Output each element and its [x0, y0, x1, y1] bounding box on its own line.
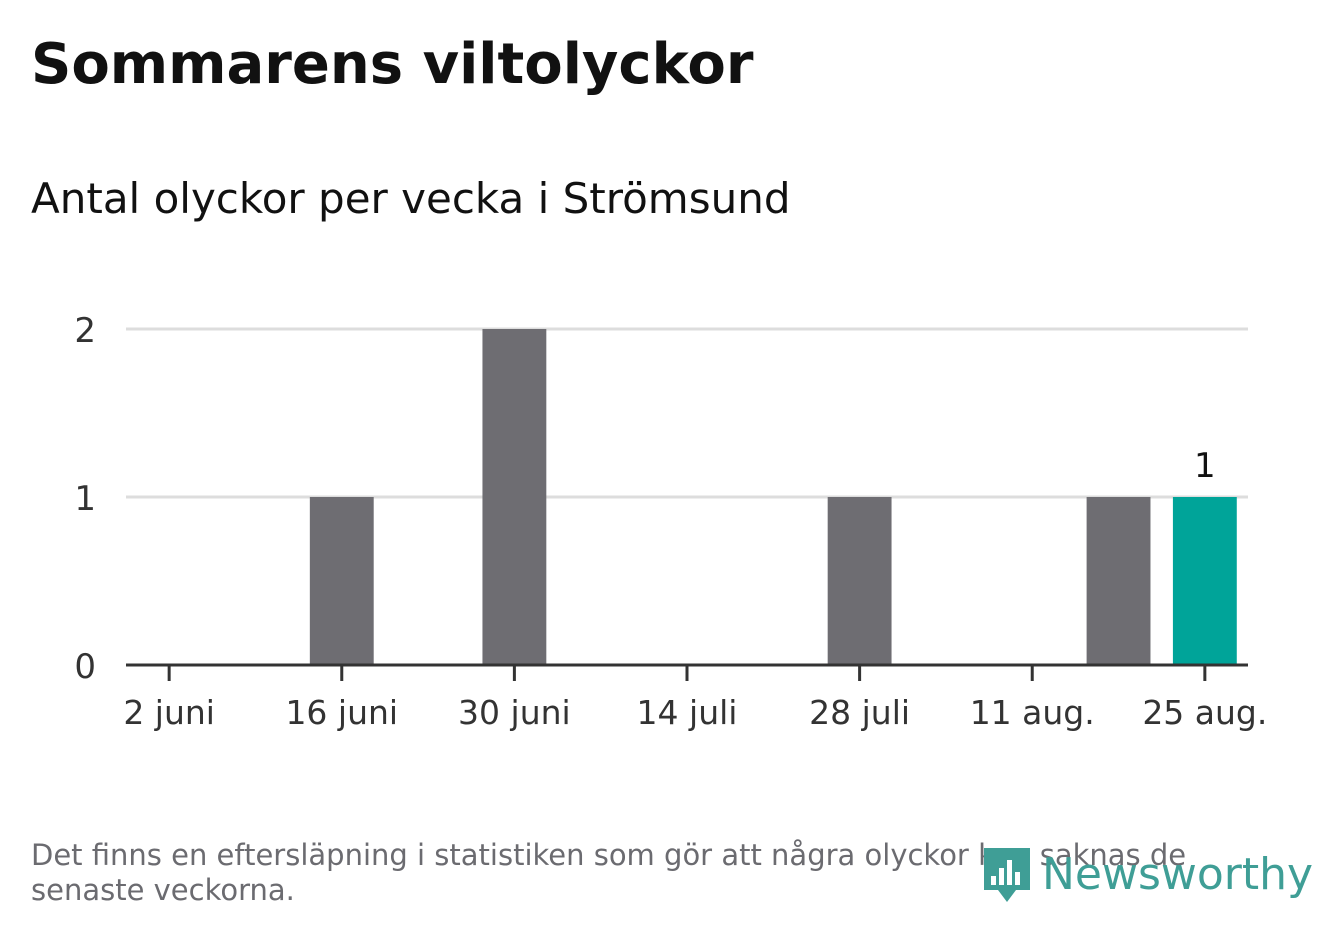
x-tick-label: 25 aug. [1142, 693, 1267, 732]
chart-title: Sommarens viltolyckor [31, 32, 754, 97]
y-tick-label: 2 [74, 311, 96, 351]
bar [309, 497, 374, 665]
x-tick-label: 30 juni [458, 693, 571, 732]
logo-text: Newsworthy [1042, 849, 1314, 900]
y-tick-label: 1 [74, 479, 96, 519]
bar [1172, 497, 1237, 665]
x-tick-label: 14 juli [637, 693, 738, 732]
data-label: 1 [1194, 446, 1216, 486]
bar-chart: 0 1 2 1 2 juni 16 juni 30 juni 14 juli 28 juli 11… [74, 311, 1267, 732]
bar [827, 497, 892, 665]
x-tick-label: 16 juni [285, 693, 398, 732]
bar [1086, 497, 1151, 665]
x-tick-label: 28 juli [809, 693, 910, 732]
newsworthy-logo: Newsworthy [982, 846, 1313, 904]
newsworthy-logo-icon [984, 848, 1030, 902]
bar [482, 329, 547, 665]
y-tick-label: 0 [74, 647, 96, 687]
x-tick-label: 2 juni [123, 693, 215, 732]
x-tick-label: 11 aug. [970, 693, 1095, 732]
chart-subtitle: Antal olyckor per vecka i Strömsund [31, 174, 791, 223]
